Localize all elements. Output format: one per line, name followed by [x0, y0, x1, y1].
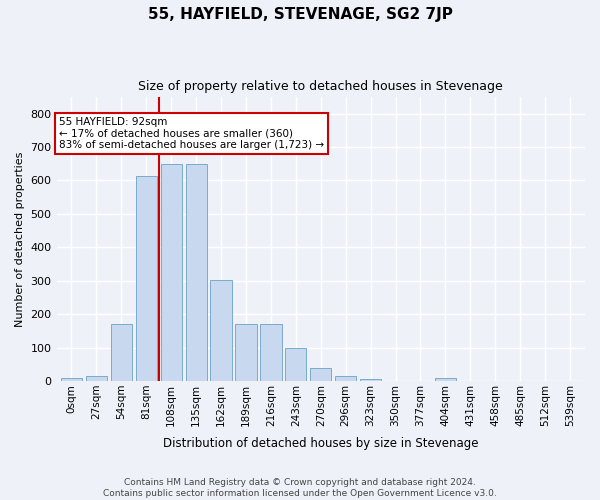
Text: Contains HM Land Registry data © Crown copyright and database right 2024.
Contai: Contains HM Land Registry data © Crown c… [103, 478, 497, 498]
Y-axis label: Number of detached properties: Number of detached properties [15, 152, 25, 326]
Title: Size of property relative to detached houses in Stevenage: Size of property relative to detached ho… [139, 80, 503, 93]
X-axis label: Distribution of detached houses by size in Stevenage: Distribution of detached houses by size … [163, 437, 479, 450]
Bar [136, 176, 157, 381]
Bar [61, 378, 82, 381]
Bar [360, 378, 381, 381]
Bar [310, 368, 331, 381]
Text: 55 HAYFIELD: 92sqm
← 17% of detached houses are smaller (360)
83% of semi-detach: 55 HAYFIELD: 92sqm ← 17% of detached hou… [59, 117, 324, 150]
Bar [285, 348, 307, 381]
Bar [111, 324, 132, 381]
Bar [435, 378, 456, 381]
Bar [86, 376, 107, 381]
Bar [211, 280, 232, 381]
Text: 55, HAYFIELD, STEVENAGE, SG2 7JP: 55, HAYFIELD, STEVENAGE, SG2 7JP [148, 8, 452, 22]
Bar [161, 164, 182, 381]
Bar [335, 376, 356, 381]
Bar [235, 324, 257, 381]
Bar [185, 164, 207, 381]
Bar [260, 324, 281, 381]
